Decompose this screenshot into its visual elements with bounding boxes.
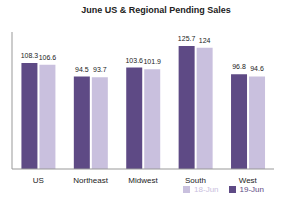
svg-text:94.5: 94.5	[75, 66, 89, 73]
html-text:June US & Regional Pending Sal: June US & Regional Pending Sales	[81, 5, 231, 15]
svg-text:South: South	[185, 176, 206, 185]
svg-text:106.6: 106.6	[39, 54, 57, 61]
svg-text:94.6: 94.6	[250, 65, 264, 72]
svg-text:108.3: 108.3	[21, 52, 39, 59]
svg-text:Midwest: Midwest	[128, 176, 158, 185]
svg-text:US: US	[33, 176, 44, 185]
html-text:19-Jun: 19-Jun	[239, 185, 264, 194]
svg-text:96.8: 96.8	[232, 63, 246, 70]
svg-text:103.6: 103.6	[125, 57, 143, 64]
svg-text:Northeast: Northeast	[73, 176, 108, 185]
svg-text:93.7: 93.7	[93, 66, 107, 73]
svg-text:West: West	[239, 176, 258, 185]
svg-text:125.7: 125.7	[178, 35, 196, 42]
svg-text:124: 124	[199, 37, 211, 44]
svg-text:101.9: 101.9	[143, 58, 161, 65]
html-text:18-Jun: 18-Jun	[194, 185, 219, 194]
